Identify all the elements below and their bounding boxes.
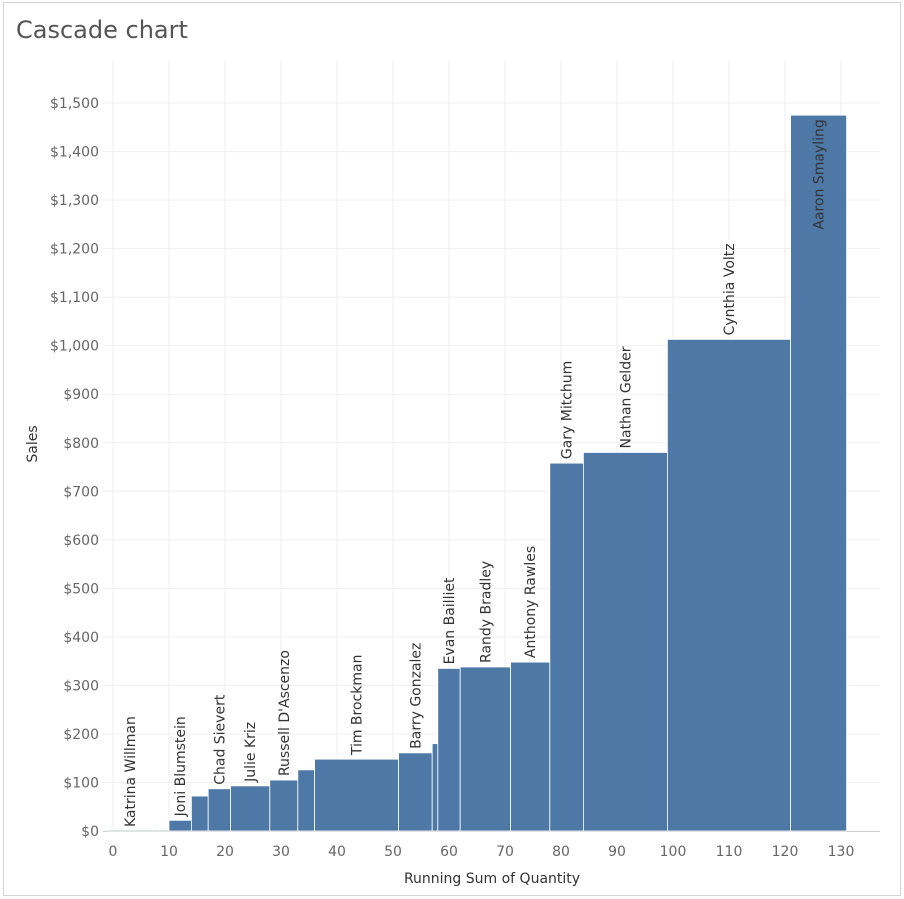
x-tick-label: 0 (109, 844, 118, 860)
bar[interactable] (190, 795, 209, 832)
x-tick-label: 50 (384, 844, 402, 860)
y-tick-label: $1,000 (50, 339, 99, 355)
bar[interactable] (168, 819, 192, 832)
bar[interactable] (207, 788, 231, 832)
bar[interactable] (437, 668, 461, 832)
y-tick-label: $1,200 (50, 242, 99, 258)
chart-title: Cascade chart (16, 16, 188, 44)
bar[interactable] (431, 743, 439, 832)
bar[interactable] (583, 452, 668, 832)
bar-label: Tim Brockman (350, 655, 366, 757)
bar[interactable] (269, 779, 299, 832)
bar[interactable] (667, 338, 792, 832)
x-axis-title: Running Sum of Quantity (404, 871, 580, 887)
y-axis-title: Sales (25, 425, 41, 462)
bar-label: Gary Mitchum (560, 361, 576, 459)
ticks-layer: 0 10 20 30 40 50 60 70 80 90 100 110 120 130 $0 $100 $20… (50, 96, 854, 860)
x-tick-label: 20 (216, 844, 234, 860)
x-tick-label: 40 (328, 844, 346, 860)
bar[interactable] (459, 666, 512, 832)
y-tick-label: $800 (63, 436, 99, 452)
bar-labels-layer: Katrina Willman Joni Blumstein Chad Siever… (123, 119, 828, 827)
bar-label: Nathan Gelder (618, 346, 634, 448)
bar[interactable] (549, 462, 584, 832)
y-tick-label: $600 (63, 533, 99, 549)
bar-label: Russell D'Ascenzo (277, 650, 293, 776)
y-tick-label: $1,100 (50, 290, 99, 306)
y-tick-label: $1,300 (50, 193, 99, 209)
bar-label: Aaron Smayling (812, 119, 828, 229)
x-tick-label: 80 (552, 844, 570, 860)
bar-label: Cynthia Voltz (722, 243, 738, 335)
y-tick-label: $500 (63, 581, 99, 597)
bar-label: Chad Sievert (212, 694, 228, 785)
y-tick-label: $1,400 (50, 145, 99, 161)
y-tick-label: $700 (63, 484, 99, 500)
bar-label: Evan Bailliet (442, 577, 458, 664)
bar[interactable] (398, 752, 433, 832)
bar[interactable] (510, 661, 551, 832)
x-tick-label: 130 (828, 844, 855, 860)
x-tick-label: 60 (440, 844, 458, 860)
y-tick-label: $0 (81, 824, 99, 840)
bar-label: Randy Bradley (478, 561, 494, 663)
bar[interactable] (790, 114, 847, 832)
x-tick-label: 100 (660, 844, 687, 860)
x-tick-label: 70 (496, 844, 514, 860)
x-tick-label: 110 (716, 844, 743, 860)
y-tick-label: $1,500 (50, 96, 99, 112)
bar-label: Julie Kriz (243, 722, 259, 783)
bar[interactable] (297, 769, 315, 832)
x-tick-label: 120 (772, 844, 799, 860)
bar-label: Anthony Rawles (523, 546, 539, 658)
x-tick-label: 30 (272, 844, 290, 860)
bar[interactable] (314, 758, 400, 832)
y-tick-label: $900 (63, 387, 99, 403)
y-tick-label: $200 (63, 727, 99, 743)
x-tick-label: 10 (160, 844, 178, 860)
bar-label: Joni Blumstein (173, 716, 189, 817)
y-tick-label: $300 (63, 678, 99, 694)
x-tick-label: 90 (608, 844, 626, 860)
bars-layer (107, 114, 847, 832)
bar[interactable] (230, 785, 271, 832)
bar[interactable] (151, 829, 170, 832)
y-tick-label: $100 (63, 775, 99, 791)
bar-label: Katrina Willman (123, 716, 139, 827)
y-tick-label: $400 (63, 630, 99, 646)
bar-label: Barry Gonzalez (408, 643, 424, 749)
bar[interactable] (107, 829, 153, 832)
